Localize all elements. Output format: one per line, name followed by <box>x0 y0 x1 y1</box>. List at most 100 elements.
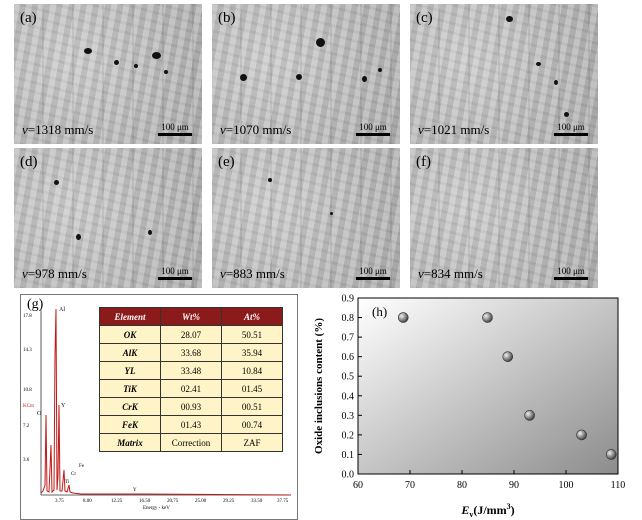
panel-label: (b) <box>218 10 236 26</box>
y-tick: 10.8 <box>23 388 32 393</box>
pore <box>76 234 81 240</box>
scan-speed: v=1021 mm/s <box>418 122 490 137</box>
column-header: Element <box>99 307 161 326</box>
micrograph-f: (f) v=834 mm/s 100 μm <box>410 148 598 288</box>
pore <box>564 112 569 117</box>
x-tick: 20.75 <box>167 499 179 504</box>
x-tick: 33.50 <box>251 499 263 504</box>
table-cell: AlK <box>99 343 161 362</box>
table-cell: OK <box>99 325 161 344</box>
table-cell: 00.51 <box>221 397 283 416</box>
pore <box>164 70 168 74</box>
data-point <box>605 449 617 460</box>
panel-label: (a) <box>20 10 37 26</box>
column-header: Wt% <box>160 307 222 326</box>
scale-bar: 100 μm <box>554 266 588 280</box>
x-tick-label: 80 <box>457 480 467 491</box>
table-row: AlK 33.68 35.94 <box>99 343 283 362</box>
pore <box>362 76 367 82</box>
y-tick-label: 0.3 <box>342 411 355 422</box>
peak-label: Fe <box>79 464 85 469</box>
y-tick-label: 0.8 <box>342 313 355 324</box>
panel-label: (c) <box>416 10 433 26</box>
x-axis-label: Ev(J/mm3) <box>460 502 514 518</box>
peak-label: Y <box>61 403 66 409</box>
pore <box>316 38 325 47</box>
table-cell: 00.93 <box>160 397 222 416</box>
y-tick: 17.8 <box>23 314 32 319</box>
pore <box>554 80 558 85</box>
table-row: OK 28.07 50.51 <box>99 325 283 344</box>
x-tick: 3.75 <box>55 499 64 504</box>
y-tick-label: 0.6 <box>342 352 355 363</box>
scan-speed: v=978 mm/s <box>22 266 87 281</box>
table-cell: 33.48 <box>160 361 222 380</box>
table-cell: CrK <box>99 397 161 416</box>
x-axis-label: Energy - keV <box>143 506 170 511</box>
peak-label: Al <box>59 307 65 313</box>
peak-label: Ti <box>65 480 70 485</box>
column-header: At% <box>221 307 283 326</box>
y-tick-label: 0.5 <box>342 372 355 383</box>
data-point <box>397 312 409 323</box>
x-tick-label: 70 <box>405 480 415 491</box>
pore <box>134 64 138 68</box>
data-point <box>524 410 535 421</box>
y-tick-label: 0.4 <box>342 391 355 402</box>
peak-label: Y <box>133 488 137 493</box>
scale-bar: 100 μm <box>554 122 588 136</box>
micrograph-a: (a) v=1318 mm/s 100 μm <box>14 4 202 144</box>
table-cell: 28.07 <box>160 325 222 344</box>
table-cell: 35.94 <box>221 343 283 362</box>
x-tick: 37.75 <box>277 499 289 504</box>
spectrum-trace <box>40 308 292 496</box>
panel-label: (h) <box>372 304 387 319</box>
x-tick: 8.00 <box>83 499 92 504</box>
table-row: TiK 02.41 01.45 <box>99 379 283 398</box>
table-cell: 02.41 <box>160 379 222 398</box>
panel-label: (f) <box>416 154 431 170</box>
scale-bar: 100 μm <box>356 266 390 280</box>
pore <box>268 178 272 182</box>
x-tick: 16.50 <box>139 499 151 504</box>
table-cell: 01.45 <box>221 379 283 398</box>
scan-speed: v=834 mm/s <box>418 266 483 281</box>
table-cell: YL <box>99 361 161 380</box>
table-row: Matrix Correction ZAF <box>99 433 283 452</box>
table-header-row: Element Wt% At% <box>99 307 283 326</box>
table-cell: 10.84 <box>221 361 283 380</box>
y-tick-label: 0.2 <box>342 430 355 441</box>
scale-bar: 100 μm <box>356 122 390 136</box>
micrograph-d: (d) v=978 mm/s 100 μm <box>14 148 202 288</box>
pore <box>148 230 152 235</box>
data-point <box>576 429 587 441</box>
y-tick-label: 0.0 <box>342 470 355 481</box>
data-point <box>502 351 514 362</box>
micrograph-b: (b) v=1070 mm/s 100 μm <box>212 4 400 144</box>
x-tick: 29.25 <box>223 499 235 504</box>
table-cell: Matrix <box>99 433 161 452</box>
pore <box>506 16 513 22</box>
y-tick: 7.2 <box>23 424 30 429</box>
pore <box>536 62 541 66</box>
x-tick: 12.25 <box>111 499 123 504</box>
table-cell: 33.68 <box>160 343 222 362</box>
pore <box>152 52 161 59</box>
table-row: FeK 01.43 00.74 <box>99 415 283 434</box>
eds-spectrum: KCnt 17.8 14.3 10.8 7.2 3.6 Al O Y Ti Cr… <box>23 307 292 511</box>
panel-label: (e) <box>218 154 235 170</box>
pore <box>240 74 247 81</box>
y-tick: 14.3 <box>23 348 32 353</box>
table-row: YL 33.48 10.84 <box>99 361 283 380</box>
pore <box>114 60 119 65</box>
table-cell: 00.74 <box>221 415 283 434</box>
scale-bar: 100 μm <box>158 266 192 280</box>
data-point <box>482 312 493 323</box>
table-cell: ZAF <box>221 433 283 452</box>
scan-speed: v=883 mm/s <box>220 266 285 281</box>
pore <box>296 74 302 80</box>
table-row: CrK 00.93 00.51 <box>99 397 283 416</box>
peak-label: O <box>37 411 42 417</box>
composition-table: Element Wt% At% OK 28.07 50.51 AlK 33.68… <box>99 307 283 452</box>
pore <box>54 180 59 185</box>
